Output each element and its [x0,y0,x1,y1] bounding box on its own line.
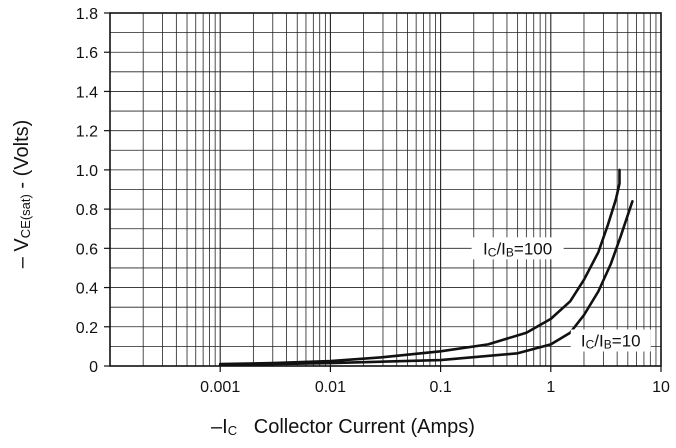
plot-frame [109,12,662,367]
y-tick-label: 0.4 [76,281,98,298]
y-tick-label: 1.6 [76,45,98,62]
y-tick-label: 1.4 [76,84,98,101]
series-label-bg [471,237,564,260]
y-tick-label: 0.8 [76,202,98,219]
x-tick-label: 1 [546,379,555,396]
x-tick-label: 10 [652,379,670,396]
y-axis-title: – VCE(sat) - (Volts) [11,120,33,269]
series-label-bg [570,329,651,352]
y-tick-label: 0 [89,359,98,376]
x-axis-title: –IC Collector Current (Amps) [211,416,475,438]
series-label: IC/IB=100 [483,239,552,259]
x-tick-label: 0.01 [315,379,346,396]
x-tick-label: 0.1 [429,379,451,396]
y-tick-label: 1.8 [76,6,98,23]
y-tick-label: 0.6 [76,241,98,258]
x-tick-label: 0.001 [200,379,240,396]
y-tick-label: 1.2 [76,124,98,141]
series-label: IC/IB=10 [581,332,641,352]
series-line-1 [218,200,634,367]
series-line-0 [218,168,621,366]
y-tick-label: 1.0 [76,163,98,180]
y-tick-label: 0.2 [76,320,98,337]
